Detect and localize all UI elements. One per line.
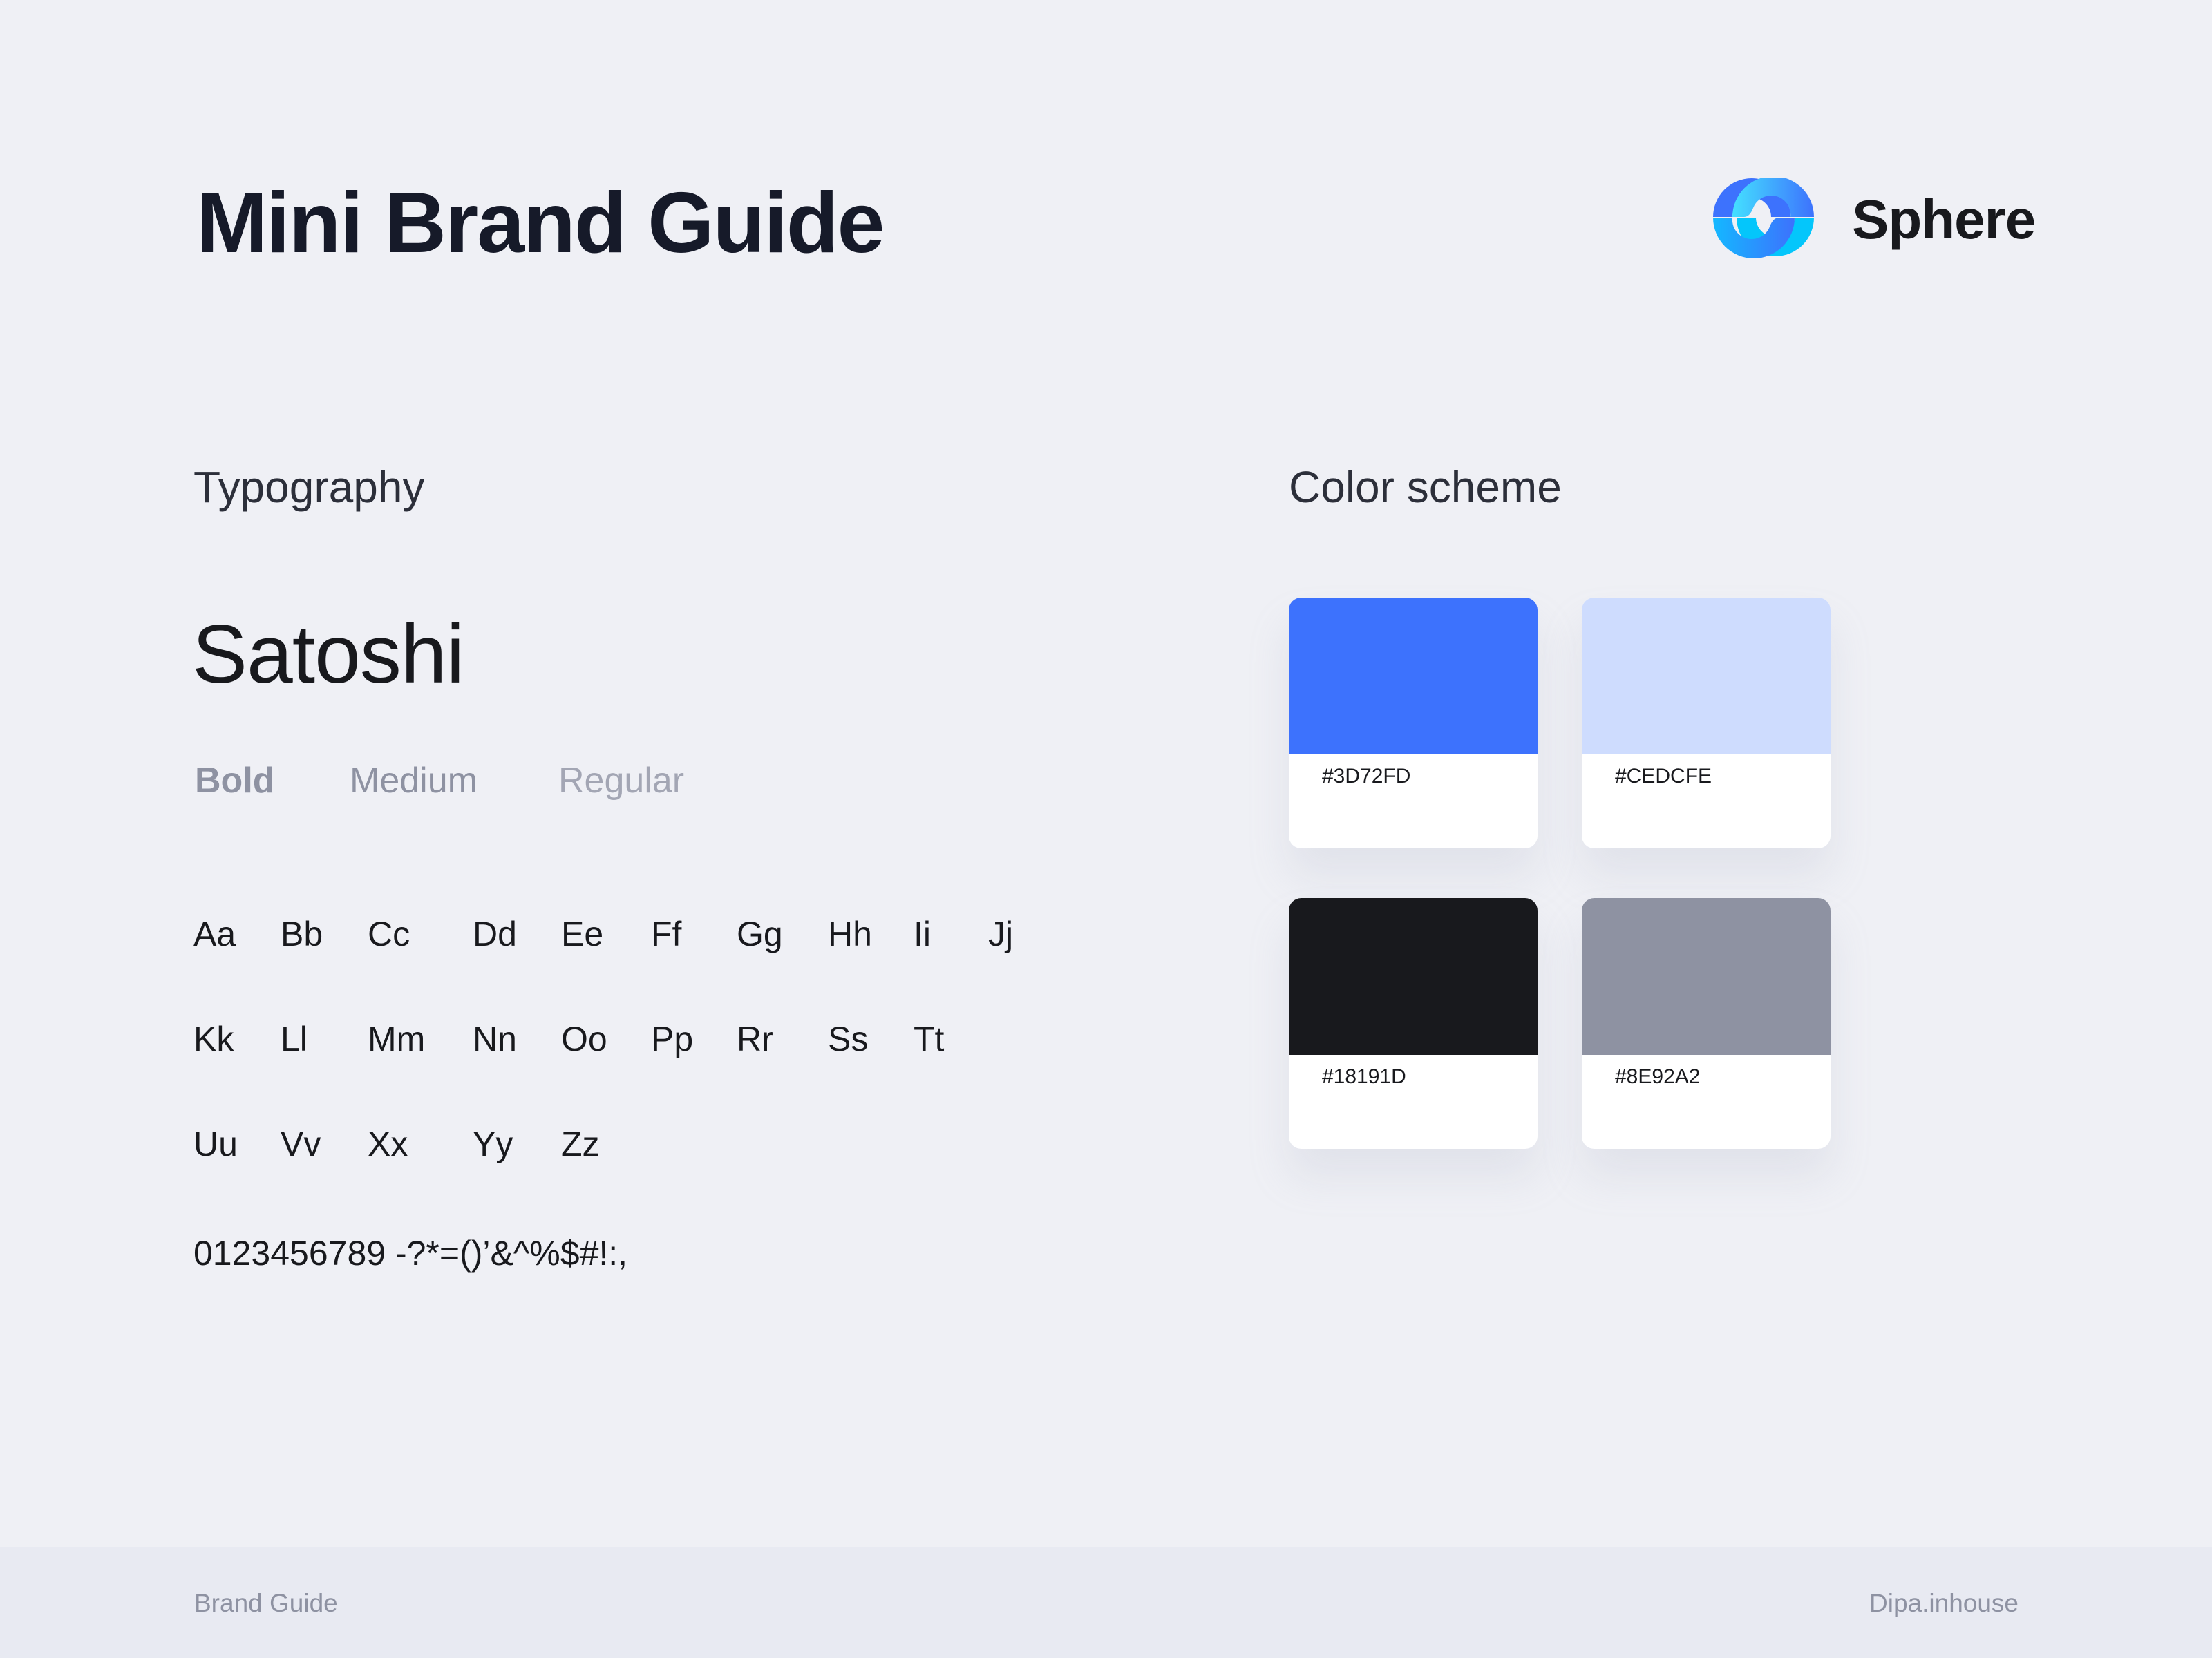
swatch-color — [1289, 598, 1538, 754]
footer-bar — [0, 1547, 2212, 1658]
glyph-pair: Nn — [473, 1020, 517, 1058]
swatch-color — [1582, 898, 1831, 1055]
footer-left-label: Brand Guide — [194, 1589, 338, 1617]
glyph-pair: Xx — [368, 1125, 408, 1163]
font-name: Satoshi — [192, 608, 464, 701]
swatch-color — [1289, 898, 1538, 1055]
glyph-pair: Ll — [281, 1020, 308, 1058]
swatch-color — [1582, 598, 1831, 754]
swatch-hex: #CEDCFE — [1615, 765, 1712, 788]
footer-right-label: Dipa.inhouse — [1869, 1589, 2019, 1617]
glyph-pair: Ff — [651, 915, 682, 953]
weight-regular: Regular — [558, 761, 685, 801]
glyph-pair: Yy — [473, 1125, 513, 1163]
glyph-pair: Pp — [651, 1020, 694, 1058]
glyph-pair: Aa — [193, 915, 236, 953]
sphere-logo-icon — [1713, 178, 1814, 258]
glyph-pair: Dd — [473, 915, 517, 953]
glyph-pair: Kk — [193, 1020, 234, 1058]
glyph-pair: Cc — [368, 915, 410, 953]
color-scheme-heading: Color scheme — [1289, 462, 1562, 512]
weight-medium: Medium — [350, 761, 478, 801]
weight-bold: Bold — [195, 761, 275, 801]
glyph-pair: Gg — [737, 915, 783, 953]
glyph-pair: Jj — [988, 915, 1014, 953]
glyph-pair: Tt — [914, 1020, 945, 1058]
swatch-card: #18191D — [1289, 898, 1538, 1149]
swatch-hex: #3D72FD — [1322, 765, 1411, 788]
glyph-pair: Ss — [828, 1020, 869, 1058]
glyph-pair: Uu — [193, 1125, 238, 1163]
swatch-card: #8E92A2 — [1582, 898, 1831, 1149]
glyph-pair: Hh — [828, 915, 872, 953]
glyph-pair: Ii — [914, 915, 931, 953]
glyph-pair: Mm — [368, 1020, 426, 1058]
swatch-card: #CEDCFE — [1582, 598, 1831, 848]
brand-name: Sphere — [1852, 189, 2036, 250]
glyph-pair: Bb — [281, 915, 323, 953]
glyph-pair: Ee — [561, 915, 604, 953]
glyph-pair: Zz — [561, 1125, 600, 1163]
swatch-hex: #8E92A2 — [1615, 1065, 1701, 1088]
glyph-pair: Vv — [281, 1125, 321, 1163]
typography-heading: Typography — [193, 462, 425, 512]
glyph-pair: Rr — [737, 1020, 773, 1058]
swatch-card: #3D72FD — [1289, 598, 1538, 848]
digits-specimen: 0123456789 -?*=()’&^%$#!:, — [193, 1234, 628, 1273]
page-title: Mini Brand Guide — [196, 175, 885, 271]
glyph-pair: Oo — [561, 1020, 607, 1058]
swatch-hex: #18191D — [1322, 1065, 1406, 1088]
